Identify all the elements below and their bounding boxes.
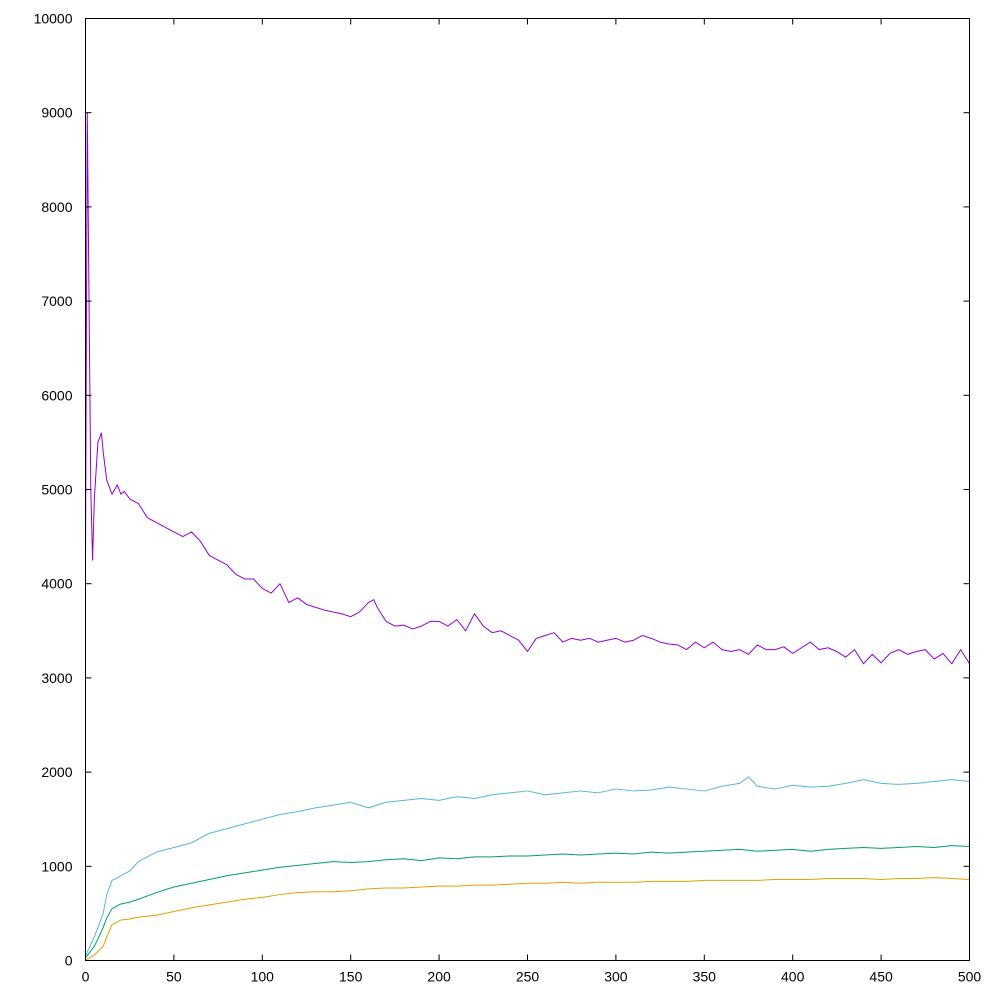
series-layer [85, 112, 970, 961]
y-tick-label: 5000 [41, 482, 72, 498]
x-tick-label: 350 [693, 969, 717, 985]
x-tick-label: 100 [251, 969, 275, 985]
series-line-4 [85, 877, 970, 961]
x-tick-label: 50 [166, 969, 182, 985]
y-tick-label: 7000 [41, 293, 72, 309]
y-tick-label: 6000 [41, 387, 72, 403]
tick-label-layer: 0 50 100 150 200 250 300 350 400 450 5000100020003… [34, 11, 982, 985]
series-line-1 [85, 112, 970, 665]
x-tick-label: 450 [869, 969, 893, 985]
y-tick-label: 1000 [41, 858, 72, 874]
y-tick-label: 3000 [41, 670, 72, 686]
series-line-2 [85, 776, 970, 957]
x-tick-label: 150 [339, 969, 363, 985]
y-tick-label: 8000 [41, 199, 72, 215]
y-tick-label: 9000 [41, 105, 72, 121]
x-tick-label: 0 [82, 969, 90, 985]
series-line-3 [85, 845, 970, 958]
x-tick-label: 400 [781, 969, 805, 985]
y-tick-label: 10000 [34, 11, 73, 27]
x-tick-label: 300 [604, 969, 628, 985]
y-tick-label: 2000 [41, 764, 72, 780]
x-tick-label: 250 [516, 969, 540, 985]
plot-frame [85, 18, 970, 961]
x-tick-label: 200 [427, 969, 451, 985]
x-tick-label: 500 [958, 969, 982, 985]
y-tick-label: 4000 [41, 576, 72, 592]
y-tick-label: 0 [65, 953, 73, 969]
